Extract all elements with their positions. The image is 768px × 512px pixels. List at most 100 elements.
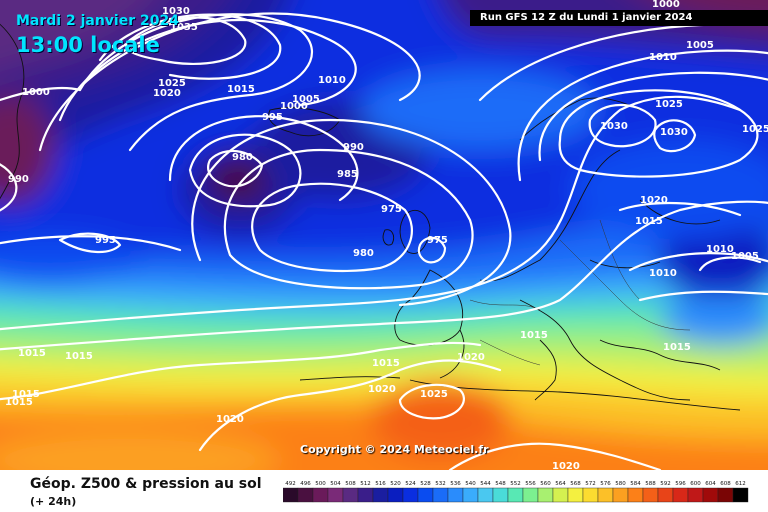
isobar-label: 1015 bbox=[65, 351, 93, 362]
isobar-label: 1030 bbox=[660, 127, 688, 138]
legend-value: 512 bbox=[360, 481, 371, 487]
legend-value: 516 bbox=[375, 481, 386, 487]
legend-swatch bbox=[432, 487, 449, 503]
legend-swatch bbox=[717, 487, 734, 503]
legend-value: 596 bbox=[675, 481, 686, 487]
legend-swatch bbox=[312, 487, 329, 503]
legend-value: 544 bbox=[480, 481, 491, 487]
legend-value: 576 bbox=[600, 481, 611, 487]
isobar-label: 985 bbox=[337, 169, 358, 180]
legend-swatch bbox=[612, 487, 629, 503]
isobar-label: 1020 bbox=[368, 384, 396, 395]
legend-value: 572 bbox=[585, 481, 596, 487]
legend-value: 508 bbox=[345, 481, 356, 487]
isobar-label: 1005 bbox=[292, 94, 320, 105]
legend-swatch bbox=[627, 487, 644, 503]
legend-swatch bbox=[297, 487, 314, 503]
legend-swatch bbox=[507, 487, 524, 503]
legend-swatch bbox=[342, 487, 359, 503]
legend-swatch bbox=[657, 487, 674, 503]
legend-swatch bbox=[327, 487, 344, 503]
forecast-date: Mardi 2 janvier 2024 bbox=[16, 13, 179, 29]
isobar-label: 1015 bbox=[5, 397, 33, 408]
legend-swatch bbox=[372, 487, 389, 503]
legend-swatch bbox=[283, 487, 299, 503]
borders bbox=[469, 219, 691, 366]
legend-value: 528 bbox=[420, 481, 431, 487]
legend-value: 568 bbox=[570, 481, 581, 487]
legend-swatch bbox=[477, 487, 494, 503]
legend-value: 612 bbox=[735, 481, 746, 487]
legend-swatch bbox=[642, 487, 659, 503]
isobar-label: 1020 bbox=[153, 88, 181, 99]
isobar-label: 990 bbox=[8, 174, 29, 185]
color-legend: 492 496 500 504 508 512 516 520 524 528 532 536 540 5… bbox=[283, 481, 749, 503]
legend-swatch bbox=[537, 487, 554, 503]
isobar-label: 1030 bbox=[162, 6, 190, 17]
legend-swatch bbox=[687, 487, 704, 503]
isobar-label: 1000 bbox=[652, 0, 680, 10]
legend-value: 592 bbox=[660, 481, 671, 487]
legend-value: 584 bbox=[630, 481, 641, 487]
isobar-label: 1015 bbox=[12, 389, 40, 400]
isobar-label: 1000 bbox=[280, 101, 308, 112]
legend-swatch bbox=[447, 487, 464, 503]
isobar-label: 1020 bbox=[457, 352, 485, 363]
legend-swatch bbox=[417, 487, 434, 503]
isobar-label: 1015 bbox=[635, 216, 663, 227]
legend-swatch bbox=[597, 487, 614, 503]
isobar-label: 1015 bbox=[663, 342, 691, 353]
legend-value: 556 bbox=[525, 481, 536, 487]
legend-swatch bbox=[552, 487, 569, 503]
legend-value: 500 bbox=[315, 481, 326, 487]
isobar-label: 1015 bbox=[372, 358, 400, 369]
map-title: Géop. Z500 & pression au sol bbox=[30, 476, 262, 492]
isobar-label: 1015 bbox=[520, 330, 548, 341]
map-subtitle: (+ 24h) bbox=[30, 495, 77, 508]
legend-value: 580 bbox=[615, 481, 626, 487]
legend-swatch bbox=[357, 487, 374, 503]
legend-swatch bbox=[462, 487, 479, 503]
legend-swatch bbox=[522, 487, 539, 503]
legend-value: 520 bbox=[390, 481, 401, 487]
isobar-label: 1025 bbox=[158, 78, 186, 89]
isobar-label: 995 bbox=[262, 112, 283, 123]
isobar-label: 1020 bbox=[216, 414, 244, 425]
isobar-label: 1015 bbox=[18, 348, 46, 359]
legend-swatch bbox=[702, 487, 719, 503]
isobar-label: 990 bbox=[343, 142, 364, 153]
legend-swatch bbox=[672, 487, 689, 503]
legend-swatch bbox=[492, 487, 509, 503]
isobar-label: 1030 bbox=[600, 121, 628, 132]
isobar-label: 1025 bbox=[420, 389, 448, 400]
legend-value: 604 bbox=[705, 481, 716, 487]
legend-value: 552 bbox=[510, 481, 521, 487]
run-info-bar: Run GFS 12 Z du Lundi 1 janvier 2024 bbox=[470, 10, 768, 26]
isobar-label: 1010 bbox=[706, 244, 734, 255]
legend-value: 496 bbox=[300, 481, 311, 487]
legend-value: 492 bbox=[285, 481, 296, 487]
isobar-label: 975 bbox=[427, 235, 448, 246]
isobar-label: 1025 bbox=[655, 99, 683, 110]
isobar-label: 980 bbox=[232, 152, 253, 163]
legend-value: 600 bbox=[690, 481, 701, 487]
legend-value: 504 bbox=[330, 481, 341, 487]
legend-swatch bbox=[582, 487, 599, 503]
isobar-label: 1005 bbox=[686, 40, 714, 51]
isobar-label: 995 bbox=[95, 235, 116, 246]
legend-value: 548 bbox=[495, 481, 506, 487]
legend-value: 608 bbox=[720, 481, 731, 487]
legend-swatch bbox=[732, 487, 749, 503]
legend-value: 564 bbox=[555, 481, 566, 487]
legend-value: 540 bbox=[465, 481, 476, 487]
legend-value: 532 bbox=[435, 481, 446, 487]
legend-swatch bbox=[387, 487, 404, 503]
legend-swatch bbox=[402, 487, 419, 503]
footer-panel: Géop. Z500 & pression au sol (+ 24h) 492… bbox=[0, 470, 768, 512]
legend-value: 560 bbox=[540, 481, 551, 487]
isobar-label: 1005 bbox=[731, 251, 759, 262]
copyright-text: Copyright © 2024 Meteociel.fr bbox=[300, 443, 489, 456]
